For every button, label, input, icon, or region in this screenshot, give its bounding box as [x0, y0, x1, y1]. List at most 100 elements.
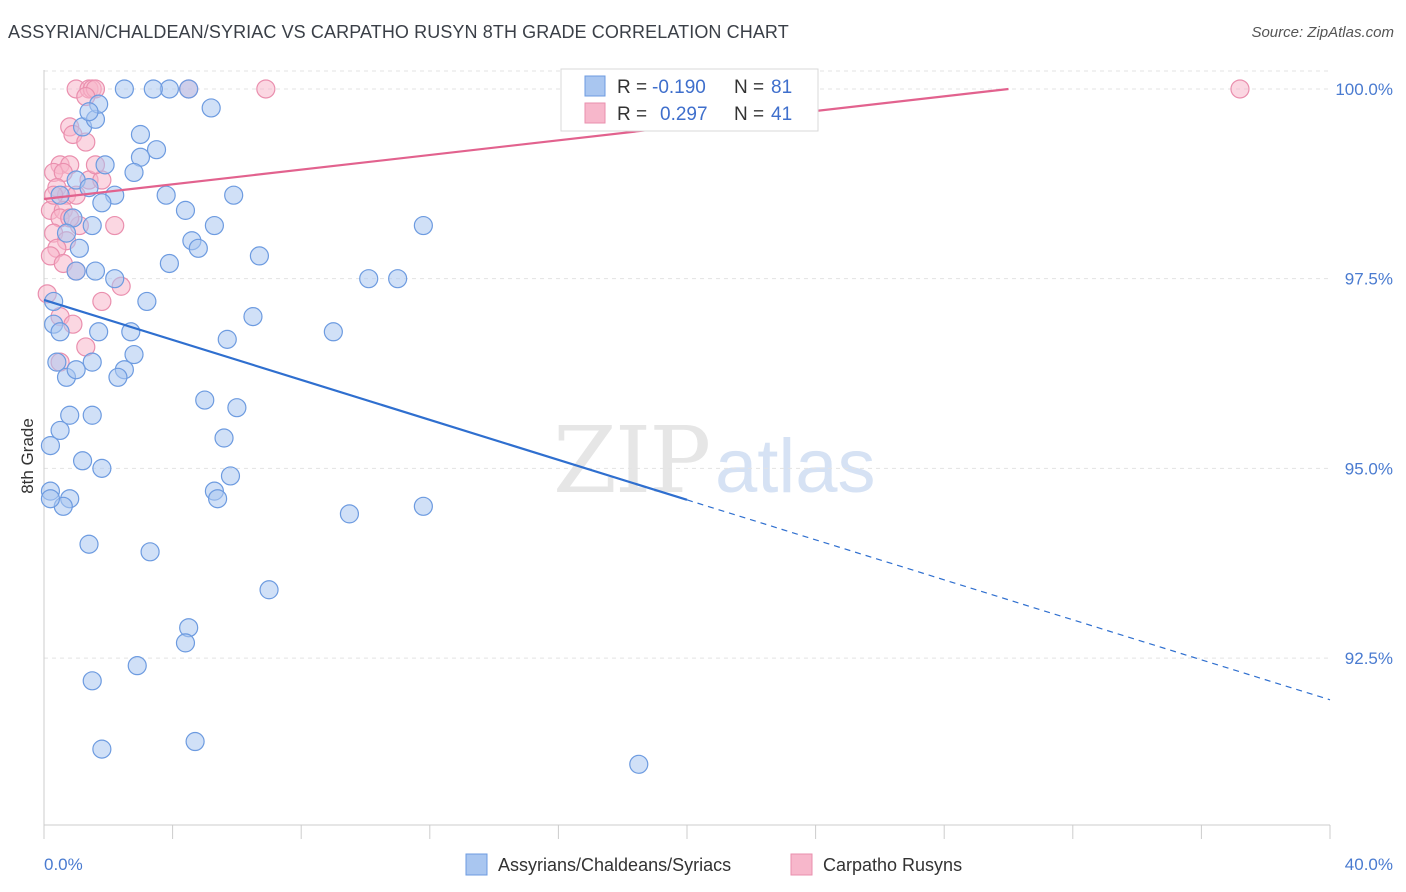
assyrian-point — [227, 398, 247, 418]
assyrian-point — [79, 178, 99, 198]
assyrian-point — [82, 405, 102, 425]
y-tick-labels: 92.5% 95.0% 97.5% 100.0% — [1335, 80, 1393, 668]
assyrian-point — [92, 193, 112, 213]
assyrian-point — [127, 656, 147, 676]
y-tick-label: 100.0% — [1335, 80, 1393, 99]
watermark-zip: ZIP — [553, 407, 709, 514]
assyrian-point — [72, 451, 93, 471]
assyrian-point — [50, 322, 70, 342]
legend-r-value-2: 0.297 — [660, 104, 708, 125]
assyrian-point — [359, 269, 379, 289]
carpatho-rusyn-trend-line — [43, 87, 1009, 201]
legend-r-label-2: R = — [617, 104, 647, 125]
source-label: Source: ZipAtlas.com — [1251, 24, 1394, 41]
assyrian-point — [217, 329, 237, 349]
assyrian-point — [185, 731, 205, 752]
legend-n-label-2: N = — [734, 104, 764, 125]
watermark-atlas: atlas — [715, 424, 876, 509]
assyrian-point — [175, 200, 196, 220]
assyrian-point — [208, 489, 228, 509]
legend-n-value-1: 81 — [771, 77, 792, 98]
assyrian-point — [323, 322, 343, 342]
assyrian-point — [188, 238, 208, 258]
assyrian-point — [92, 739, 112, 759]
x-tick-label-max: 40.0% — [1345, 855, 1393, 874]
assyrian-point — [159, 253, 179, 274]
assyrian-point — [413, 496, 433, 516]
assyrian-point — [85, 261, 106, 281]
trend-lines — [43, 87, 1331, 701]
assyrian-point — [130, 124, 151, 145]
y-axis-label: 8th Grade — [18, 418, 37, 494]
assyrian-point — [82, 352, 102, 372]
assyrian-point — [413, 215, 433, 236]
assyrian-point — [220, 466, 241, 486]
assyrian-point — [114, 79, 134, 99]
chart-title: ASSYRIAN/CHALDEAN/SYRIAC VS CARPATHO RUS… — [8, 22, 789, 42]
assyrian-point — [143, 79, 163, 99]
assyrian-point — [69, 238, 89, 258]
assyrian-point — [66, 360, 86, 380]
y-tick-label: 95.0% — [1345, 459, 1393, 478]
grid-lines — [44, 70, 1330, 659]
assyrian-point — [243, 307, 263, 327]
assyrian-point — [60, 405, 80, 425]
carpatho-rusyn-point — [105, 215, 125, 236]
assyrian-trend-line-extension — [686, 499, 1331, 701]
carpatho-rusyn-point — [92, 291, 112, 312]
x-tick-label-min: 0.0% — [44, 855, 83, 874]
assyrian-point — [629, 754, 649, 774]
series-legend-label-blue: Assyrians/Chaldeans/Syriacs — [498, 855, 731, 875]
assyrian-point — [79, 102, 99, 122]
assyrian-point — [47, 352, 67, 372]
assyrian-point — [146, 140, 167, 160]
assyrian-point — [50, 185, 70, 205]
legend-r-label-1: R = — [617, 77, 647, 98]
assyrian-point — [89, 322, 109, 342]
assyrian-point — [82, 671, 102, 691]
legend-n-value-2: 41 — [771, 104, 792, 125]
assyrian-point — [224, 185, 244, 205]
assyrian-point — [388, 269, 408, 289]
series-legend: Assyrians/Chaldeans/Syriacs Carpatho Rus… — [465, 853, 962, 876]
assyrian-point — [259, 580, 279, 600]
assyrian-point — [339, 504, 360, 524]
assyrian-point — [140, 542, 160, 562]
assyrian-point — [179, 79, 199, 99]
assyrian-point — [105, 269, 125, 289]
series-legend-label-pink: Carpatho Rusyns — [823, 855, 962, 875]
assyrian-point — [108, 367, 128, 387]
legend-swatch-blue — [584, 75, 606, 97]
legend-swatch-pink — [584, 102, 606, 124]
series-legend-swatch-pink — [790, 853, 813, 876]
assyrian-trend-line — [43, 298, 688, 501]
assyrian-point — [82, 215, 102, 236]
assyrian-point — [195, 390, 215, 410]
assyrian-point — [50, 420, 70, 441]
assyrian-point — [204, 215, 224, 236]
series-legend-swatch-blue — [465, 853, 488, 876]
assyrian-point — [92, 458, 112, 478]
carpatho-rusyn-point — [256, 79, 276, 99]
correlation-legend: R = -0.190 N = 81 R = 0.297 N = 41 — [560, 68, 819, 132]
assyrian-point — [56, 223, 77, 243]
assyrian-point — [95, 155, 115, 175]
assyrian-point — [40, 436, 61, 456]
legend-r-value-1: -0.190 — [652, 77, 706, 98]
assyrian-point — [201, 98, 221, 118]
y-tick-label: 97.5% — [1345, 270, 1393, 289]
carpatho-rusyn-point — [1230, 79, 1250, 99]
assyrian-point — [156, 185, 176, 205]
assyrian-point — [79, 534, 99, 554]
assyrian-point — [214, 428, 234, 448]
assyrian-point — [137, 291, 157, 312]
y-tick-label: 92.5% — [1345, 649, 1393, 668]
assyrian-point — [44, 291, 64, 312]
assyrian-point — [249, 246, 270, 266]
legend-n-label-1: N = — [734, 77, 764, 98]
assyrian-point — [124, 162, 144, 183]
x-tick-labels: 0.0% 40.0% — [44, 855, 1393, 874]
assyrian-point — [175, 633, 196, 653]
series-assyrians-points — [40, 79, 649, 774]
